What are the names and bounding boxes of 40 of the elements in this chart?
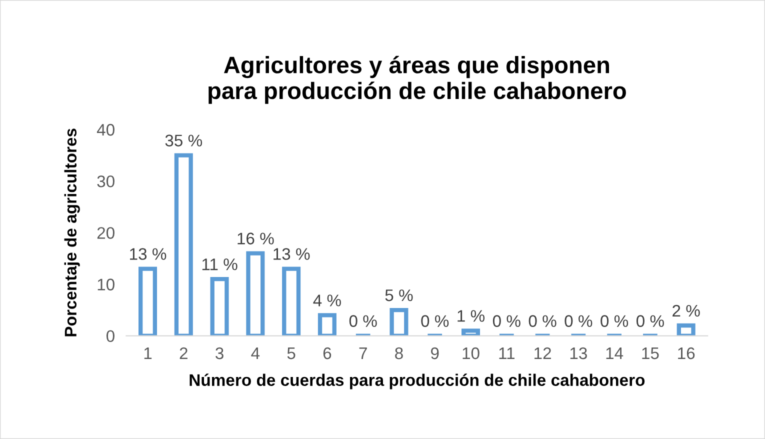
data-label: 35 % [165,134,202,146]
x-tick-label: 5 [287,348,296,360]
x-tick-label: 10 [462,347,480,360]
y-tick-label: 30 [97,175,114,188]
data-label: 1 % [458,310,485,322]
data-label: 0 % [492,315,520,327]
x-tick-label: 3 [216,347,224,360]
data-label: 13 % [274,248,310,260]
x-tick-label: 6 [323,347,332,360]
x-tick-label: 14 [606,348,624,360]
x-tick-label: 16 [678,347,695,360]
data-label: 11 % [202,258,238,270]
data-label: 0 % [564,315,592,327]
x-tick-label: 2 [180,347,188,360]
x-tick-label: 1 [144,348,152,360]
x-tick-label: 15 [642,348,659,360]
y-tick-label: 20 [97,227,114,239]
x-tick-label: 13 [570,347,587,360]
data-label: 0 % [421,315,449,327]
x-tick-label: 11 [499,348,514,360]
data-label: 0 % [636,315,664,327]
x-tick-label: 8 [395,347,403,360]
data-label: 4 % [313,294,341,306]
data-label: 5 % [385,289,413,302]
y-tick-label: 10 [98,278,114,290]
y-tick-label: 40 [96,124,114,136]
y-tick-label: 0 [106,330,114,342]
y-axis-title: Porcentaje de agricultores [64,128,80,336]
x-tick-label: 9 [431,347,439,360]
x-tick-label: 4 [251,348,260,360]
x-axis-title: Número de cuerdas para producción de chile cahabonero [190,374,645,390]
data-label: 16 % [238,232,274,244]
x-tick-label: 12 [534,347,551,360]
data-label: 0 % [528,315,556,327]
data-label: 0 % [349,315,377,327]
data-label: 13 % [130,248,166,260]
data-label: 0 % [600,315,628,327]
x-tick-label: 7 [359,348,367,360]
data-label: 2 % [672,304,700,317]
chart-title: Agricultores y áreas que disponen para producción de chile cahabonero [208,56,626,104]
